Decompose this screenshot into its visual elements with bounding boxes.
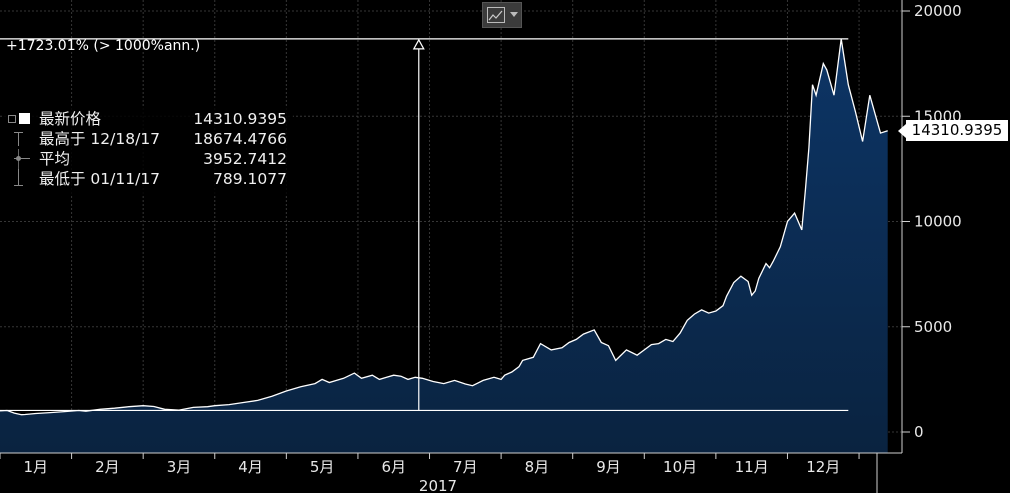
chart-type-button[interactable]	[482, 2, 522, 28]
x-tick-label: 4月	[238, 458, 263, 476]
legend-label: 最新价格	[39, 110, 102, 128]
x-tick-label: 5月	[310, 458, 335, 476]
change-annotation-label: +1723.01% (> 1000%ann.)	[6, 38, 201, 54]
chevron-down-icon[interactable]	[510, 12, 518, 17]
x-tick-label: 8月	[525, 458, 550, 476]
y-tick-label: 10000	[914, 213, 962, 231]
line-chart-icon	[487, 7, 505, 23]
x-tick-label: 1月	[24, 458, 49, 476]
price-area	[0, 38, 888, 454]
legend-label: 最低于 01/11/17	[39, 170, 161, 188]
high-marker-icon	[8, 129, 34, 149]
x-axis: 1月 2月 3月 4月 5月 6月 7月 8月 9月 10月 11月 12月 2017	[0, 452, 902, 493]
x-tick-label: 3月	[167, 458, 192, 476]
price-line	[0, 38, 888, 416]
last-price-badge: 14310.9395	[898, 120, 1008, 141]
change-arrow-head	[412, 38, 425, 50]
legend-row-low[interactable]: 最低于 01/11/17 789.1077	[2, 169, 287, 189]
legend-value: 18674.4766	[193, 130, 287, 148]
legend-value: 14310.9395	[193, 110, 287, 128]
x-tick-label: 12月	[806, 458, 840, 476]
legend-row-last[interactable]: 最新价格 14310.9395	[2, 109, 287, 129]
y-tick-label: 0	[914, 423, 924, 441]
x-tick-label: 6月	[381, 458, 406, 476]
low-marker-icon	[8, 169, 34, 189]
y-tick-label: 20000	[914, 2, 962, 20]
x-tick-label: 7月	[453, 458, 478, 476]
x-tick-label: 10月	[663, 458, 697, 476]
x-tick-label: 11月	[735, 458, 769, 476]
legend-label: 平均	[39, 150, 71, 168]
x-tick-label: 9月	[596, 458, 621, 476]
legend-row-high[interactable]: 最高于 12/18/17 18674.4766	[2, 129, 287, 149]
legend-panel: 最新价格 14310.9395 最高于 12/18/17 18674.4766 …	[2, 107, 293, 195]
legend-row-average[interactable]: 平均 3952.7412	[2, 149, 287, 169]
legend-value: 3952.7412	[203, 150, 287, 168]
x-axis-year-label: 2017	[419, 477, 457, 493]
x-tick-label: 2月	[95, 458, 120, 476]
filled-square-icon	[8, 109, 34, 129]
change-annotation	[0, 38, 849, 412]
legend-value: 789.1077	[213, 170, 287, 188]
legend-label: 最高于 12/18/17	[39, 130, 161, 148]
y-tick-label: 5000	[914, 318, 952, 336]
average-marker-icon	[8, 149, 34, 169]
